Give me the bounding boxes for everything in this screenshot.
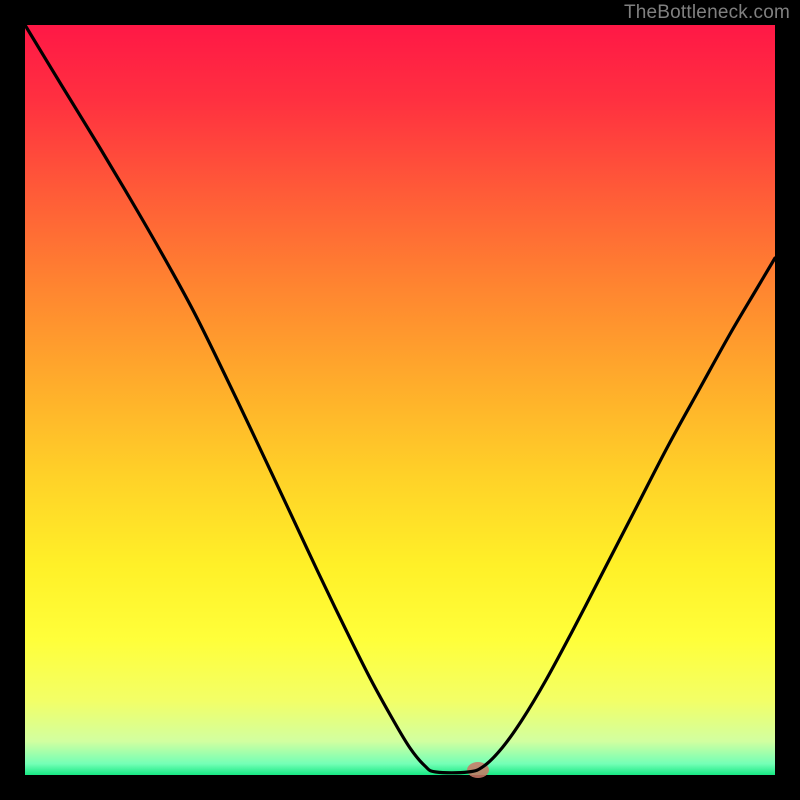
curve-layer (0, 0, 800, 800)
watermark-text: TheBottleneck.com (624, 2, 790, 24)
bottleneck-curve (25, 25, 775, 773)
chart-container: TheBottleneck.com (0, 0, 800, 800)
